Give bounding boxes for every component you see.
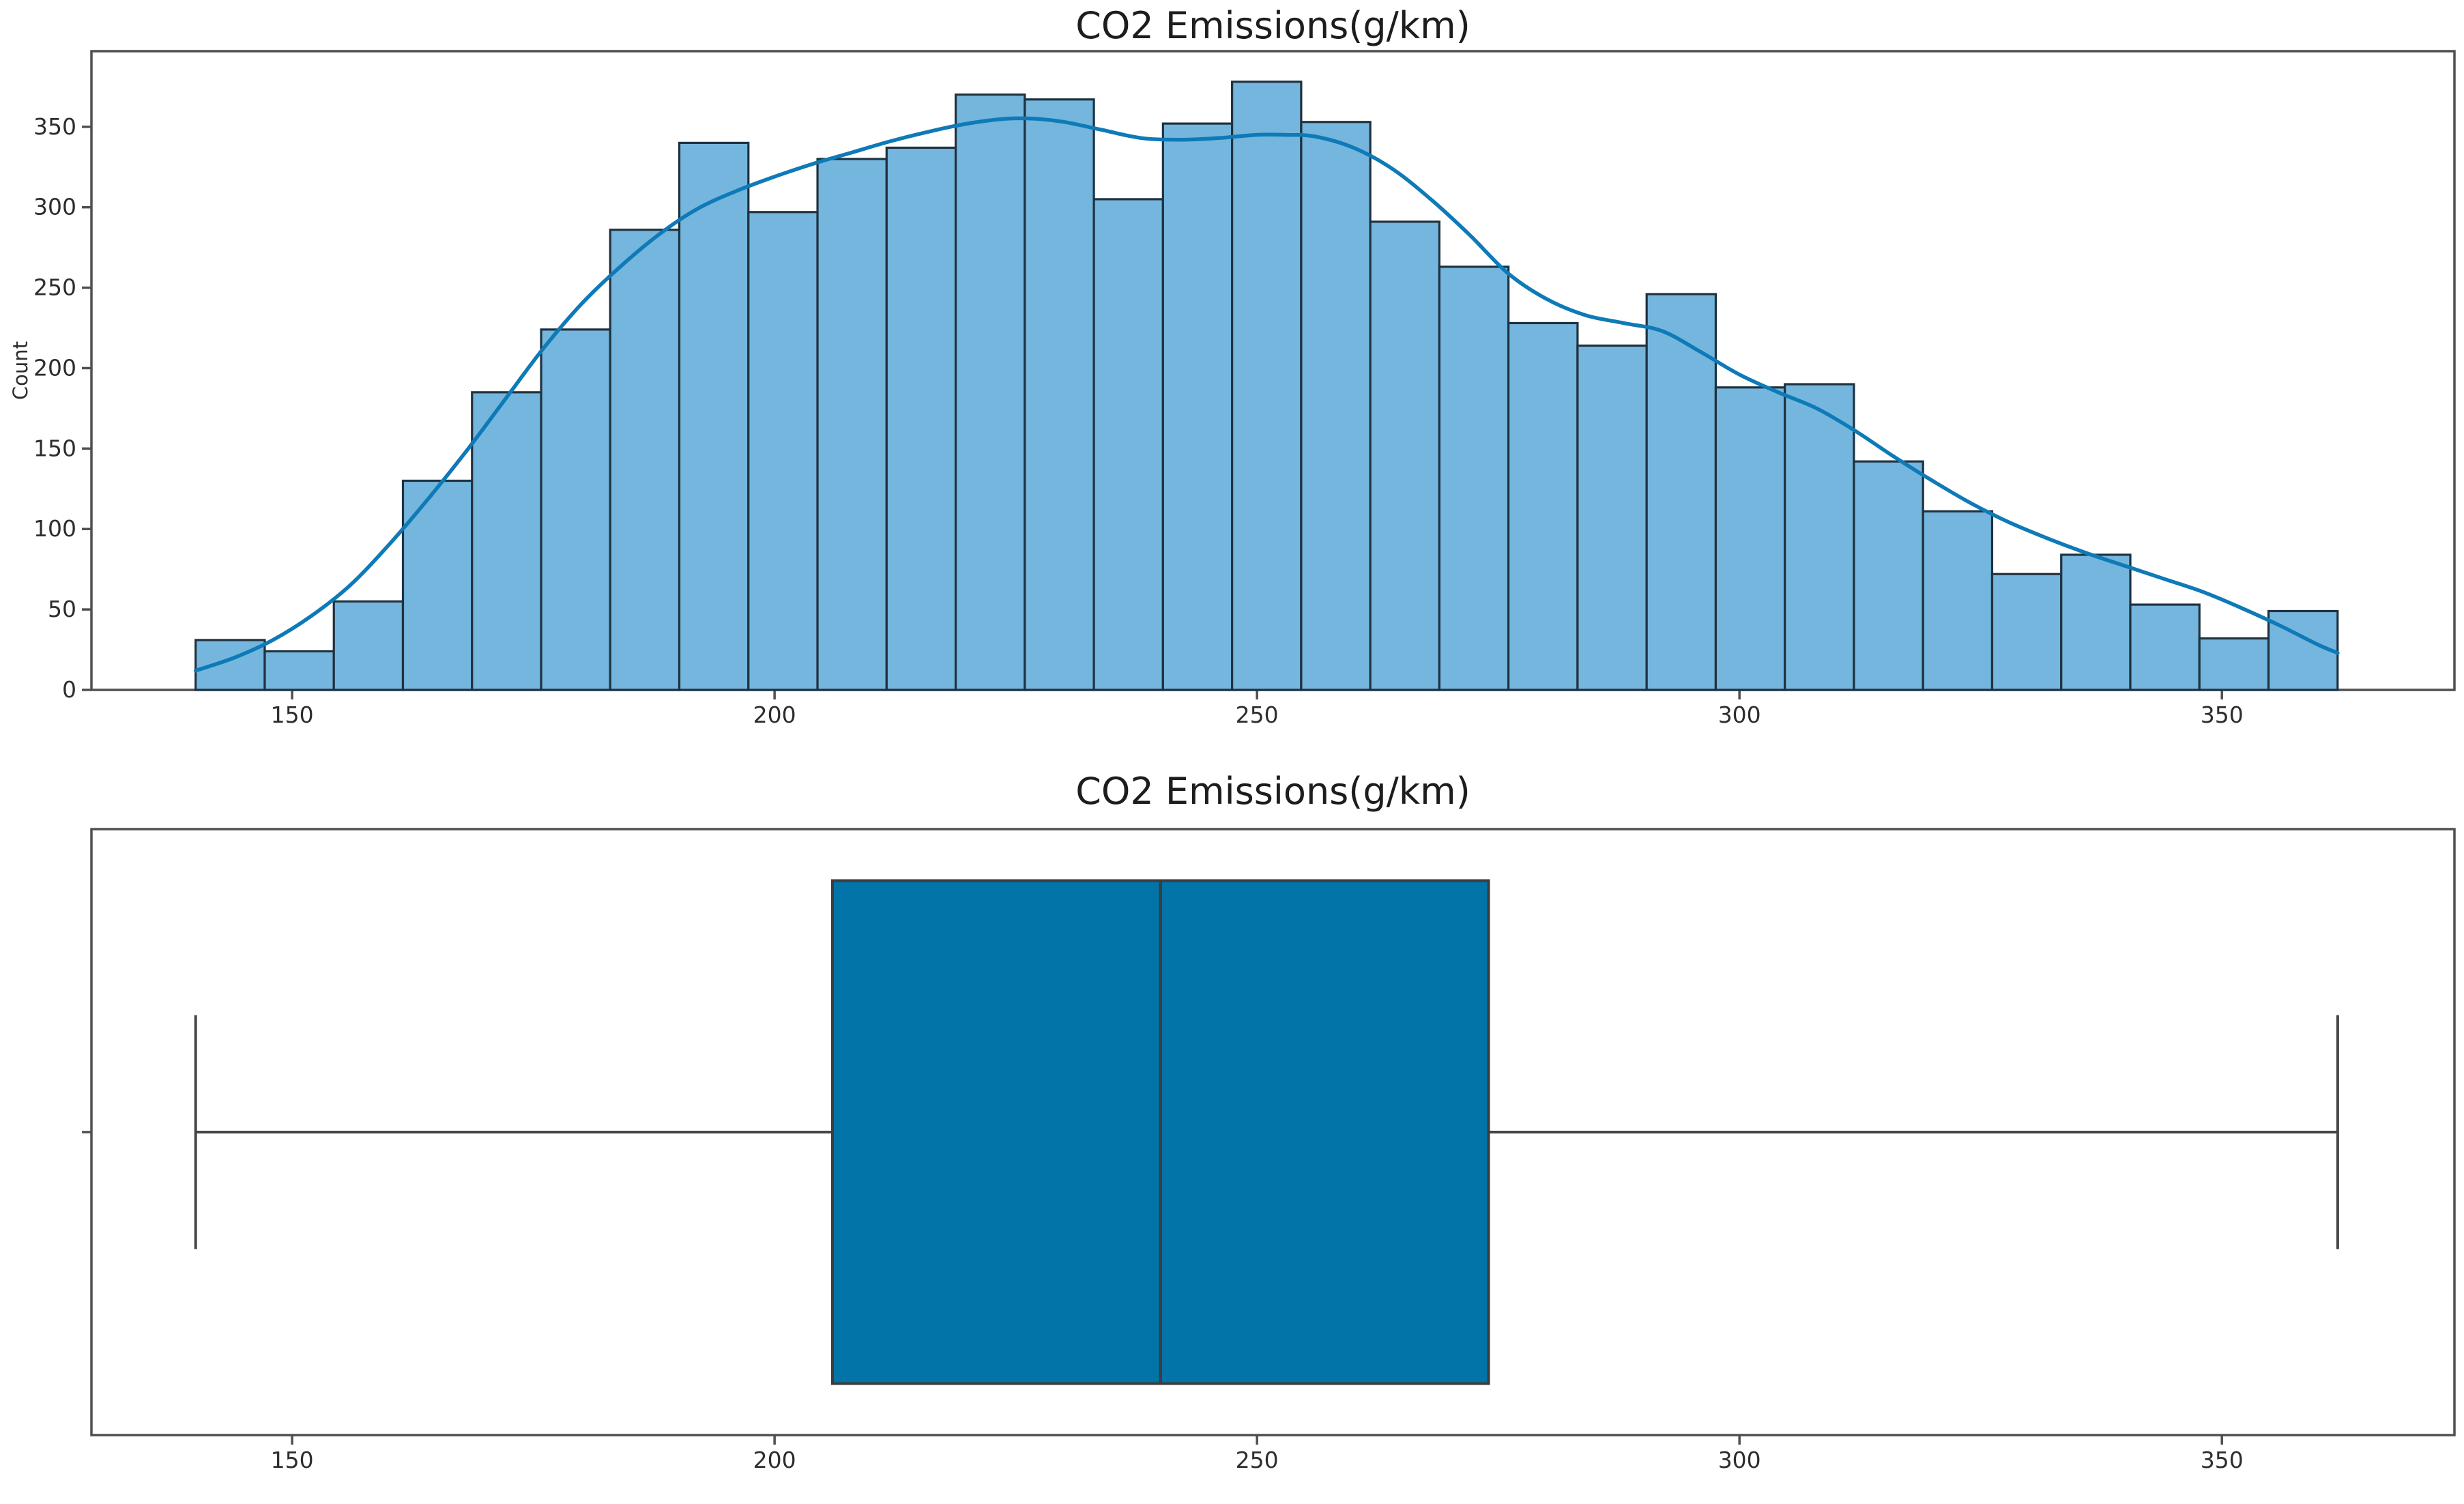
histogram-bar bbox=[1784, 383, 1855, 691]
histogram-bar bbox=[1092, 198, 1164, 691]
x-axis-tick-label: 250 bbox=[1236, 702, 1279, 728]
histogram-bar bbox=[954, 93, 1026, 691]
histogram-bar bbox=[194, 639, 266, 691]
x-axis-tick-label: 350 bbox=[2201, 1447, 2244, 1473]
histogram-bar bbox=[609, 229, 681, 691]
histogram-bar bbox=[540, 328, 611, 691]
x-axis-tick-label: 300 bbox=[1718, 702, 1761, 728]
histogram-bar bbox=[1714, 386, 1786, 691]
y-axis-tick-label: 50 bbox=[48, 596, 76, 622]
histogram-bar bbox=[1369, 220, 1440, 691]
histogram-bar bbox=[1231, 81, 1303, 691]
x-axis-tick-label: 250 bbox=[1236, 1447, 1279, 1473]
x-axis-tick-label: 150 bbox=[271, 1447, 314, 1473]
y-axis-tick-label: 300 bbox=[33, 194, 76, 220]
histogram-bar bbox=[471, 391, 542, 691]
histogram-bar bbox=[747, 211, 819, 691]
histogram-bar bbox=[1922, 510, 1994, 691]
histogram-bar bbox=[885, 146, 957, 691]
histogram-bar bbox=[263, 650, 335, 691]
histogram-bar bbox=[1438, 265, 1510, 691]
y-axis-tick-label: 200 bbox=[33, 354, 76, 381]
y-axis-tick-label: 350 bbox=[33, 113, 76, 140]
x-axis-tick-label: 350 bbox=[2201, 702, 2244, 728]
histogram-bar bbox=[2198, 637, 2270, 691]
histogram-bar bbox=[816, 158, 888, 691]
histogram-bar bbox=[1024, 98, 1095, 691]
histogram-bar bbox=[2060, 553, 2132, 691]
histogram-bar bbox=[1853, 460, 1924, 691]
histogram-bar bbox=[1576, 344, 1648, 691]
y-axis-tick-label: 250 bbox=[33, 274, 76, 301]
x-axis-tick-label: 200 bbox=[753, 702, 796, 728]
histogram-bar bbox=[678, 141, 750, 691]
y-axis-tick-label: 100 bbox=[33, 515, 76, 542]
x-axis-tick-label: 300 bbox=[1718, 1447, 1761, 1473]
histogram-bar bbox=[401, 479, 474, 691]
histogram-bar bbox=[1990, 573, 2063, 691]
histogram-bar bbox=[1507, 321, 1579, 691]
histogram-bar bbox=[2129, 603, 2201, 691]
x-axis-tick-label: 150 bbox=[271, 702, 314, 728]
boxplot-title: CO2 Emissions(g/km) bbox=[1075, 770, 1470, 813]
histogram-title: CO2 Emissions(g/km) bbox=[1075, 4, 1470, 47]
histogram-bar bbox=[1300, 121, 1372, 691]
kde-curve bbox=[193, 116, 2340, 673]
x-axis-tick-label: 200 bbox=[753, 1447, 796, 1473]
histogram-bar bbox=[1645, 293, 1717, 691]
histogram-bar bbox=[1161, 122, 1234, 691]
histogram-bar bbox=[332, 600, 405, 691]
y-axis-tick-label: 0 bbox=[62, 676, 76, 703]
y-axis-tick-label: 150 bbox=[33, 435, 76, 461]
